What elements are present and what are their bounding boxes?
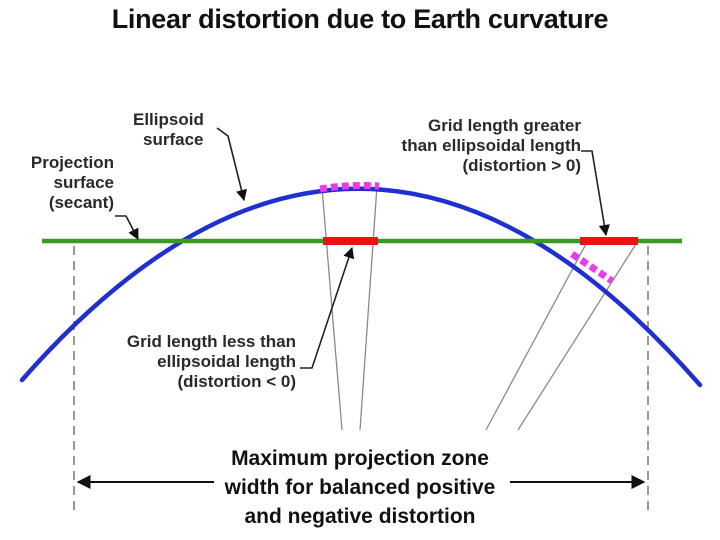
label-grid-length-greater: Grid length greater than ellipsoidal len…	[401, 116, 581, 175]
label-ellipsoid-surface: Ellipsoid surface	[133, 110, 204, 149]
leader-grid-greater	[581, 150, 610, 237]
ellipsoid-surface-arc	[19, 186, 703, 388]
label-grid-length-less: Grid length less than ellipsoidal length…	[126, 332, 296, 391]
label-zone-width: Maximum projection zone width for balanc…	[224, 447, 496, 528]
grid-length-less-segment	[323, 237, 378, 245]
projection-ray	[485, 243, 587, 431]
leader-ellipsoid	[216, 127, 247, 202]
leader-grid-less	[300, 246, 355, 369]
grid-length-greater-segment	[580, 237, 638, 245]
label-projection-surface: Projection surface (secant)	[30, 153, 114, 212]
projection-ray	[517, 243, 637, 431]
leader-projection	[115, 215, 139, 240]
ellipsoid-segment-right	[570, 251, 614, 284]
diagram-title: Linear distortion due to Earth curvature	[111, 4, 609, 34]
projection-ray	[359, 185, 378, 431]
ellipsoid-segment-top	[319, 181, 380, 193]
